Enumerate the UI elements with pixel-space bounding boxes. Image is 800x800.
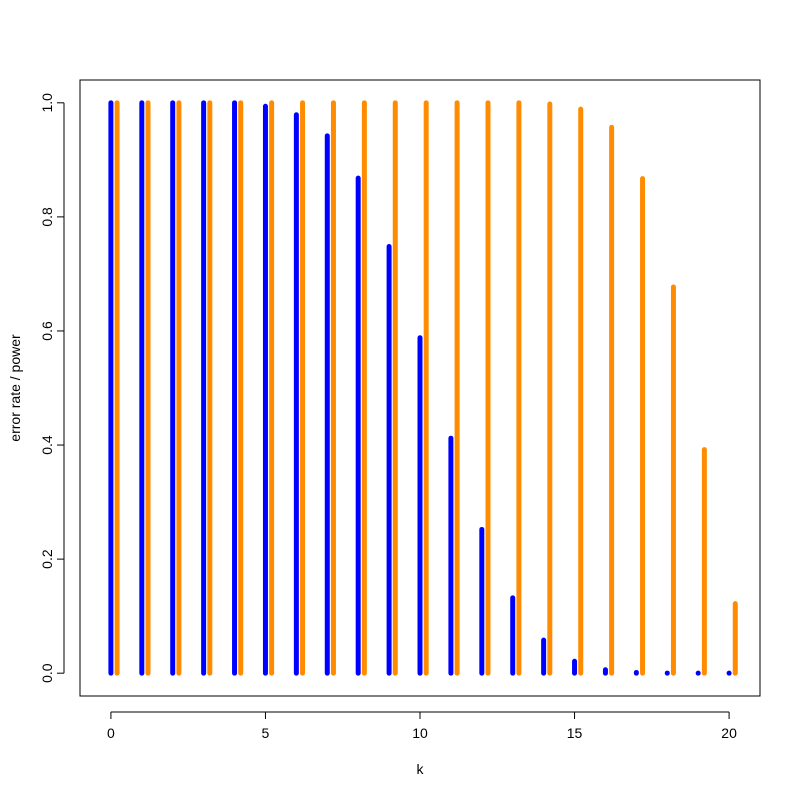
x-tick-label: 15 [567,725,583,741]
x-tick-label: 0 [107,725,115,741]
y-axis: 0.0 0.2 0.4 0.6 0.8 1.0 [39,93,65,683]
plot-box [79,79,761,697]
y-tick-label: 0.8 [39,207,55,227]
x-axis-title: k [417,761,425,777]
x-axis: 0 5 10 15 20 [107,711,737,741]
y-axis-title: error rate / power [7,334,23,442]
y-tick-label: 0.2 [39,549,55,569]
y-tick-label: 1.0 [39,93,55,113]
x-tick-label: 5 [262,725,270,741]
x-tick-label: 10 [412,725,428,741]
bars-layer [108,100,738,676]
x-tick-label: 20 [721,725,737,741]
y-tick-label: 0.6 [39,321,55,341]
y-tick-label: 0.0 [39,663,55,683]
y-tick-label: 0.4 [39,435,55,455]
